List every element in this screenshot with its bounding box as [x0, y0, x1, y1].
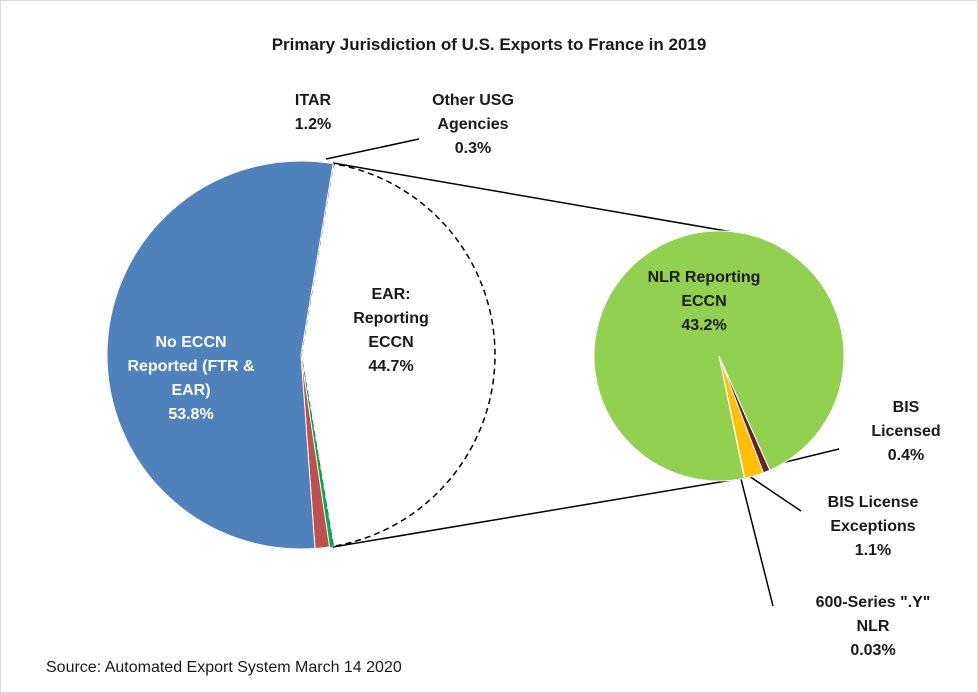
slice-value: 1.2% [294, 116, 332, 133]
pie-slice-outline [300, 162, 496, 548]
data-label: Other USG Agencies 0.3% [418, 89, 528, 161]
leader-line [325, 138, 420, 160]
slice-name: BIS License Exceptions [827, 494, 919, 535]
source-note: Source: Automated Export System March 14… [46, 659, 402, 676]
slice-value: 0.4% [887, 447, 925, 464]
connector-line [332, 478, 739, 548]
data-label: 600-Series ".Y" NLR 0.03% [808, 591, 938, 663]
slice-value: 44.7% [368, 358, 414, 375]
slice-name: Other USG Agencies [432, 92, 514, 133]
slice-value: 1.1% [854, 542, 892, 559]
data-label: BIS License Exceptions 1.1% [813, 491, 933, 563]
data-label: No ECCN Reported (FTR & EAR) 53.8% [126, 331, 256, 427]
slice-name: No ECCN Reported (FTR & EAR) [127, 334, 255, 399]
slice-name: BIS Licensed [871, 399, 941, 440]
slice-value: 53.8% [168, 406, 214, 423]
leader-line [748, 475, 802, 512]
connector-line [332, 162, 739, 234]
slice-value: 0.3% [454, 140, 492, 157]
slice-value: 0.03% [850, 642, 896, 659]
chart-title: Primary Jurisdiction of U.S. Exports to … [271, 35, 707, 54]
leader-line [740, 478, 774, 607]
data-label: NLR Reporting ECCN 43.2% [634, 266, 774, 338]
pie-slice [593, 230, 845, 482]
slice-name: ITAR [294, 92, 332, 109]
slice-name: NLR Reporting ECCN [647, 269, 761, 310]
pie-slice [106, 160, 334, 550]
data-label: EAR: Reporting ECCN 44.7% [344, 283, 439, 379]
slice-name: EAR: Reporting ECCN [353, 286, 429, 351]
data-label: ITAR 1.2% [283, 89, 343, 137]
data-label: BIS Licensed 0.4% [861, 396, 951, 468]
slice-value: 43.2% [681, 317, 727, 334]
slice-name: 600-Series ".Y" NLR [815, 594, 931, 635]
